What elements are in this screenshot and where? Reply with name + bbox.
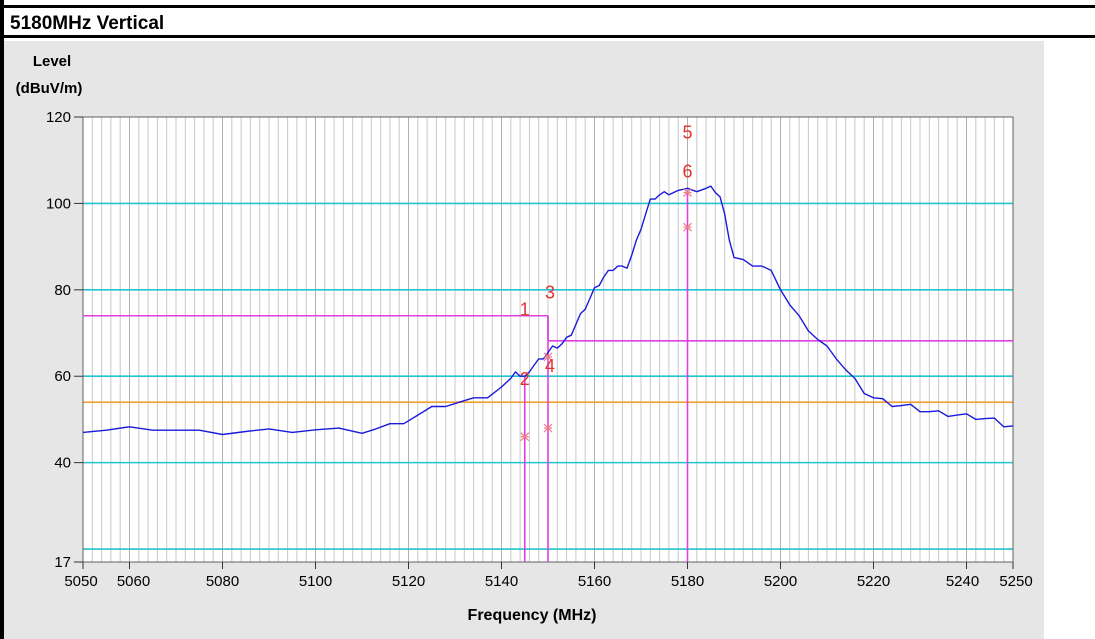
y-tick-label: 120 bbox=[46, 109, 71, 126]
x-axis-label: Frequency (MHz) bbox=[468, 607, 597, 624]
marker-label: 1 bbox=[520, 300, 530, 320]
x-tick-label: 5050 bbox=[64, 573, 97, 590]
x-tick-label: 5180 bbox=[671, 573, 704, 590]
measurement-star-point bbox=[543, 352, 553, 362]
x-tick-label: 5140 bbox=[485, 573, 518, 590]
y-axis-label-line2: (dBuV/m) bbox=[16, 80, 83, 97]
x-tick-label: 5120 bbox=[392, 573, 425, 590]
marker-label: 6 bbox=[682, 161, 692, 181]
measurement-star-point bbox=[683, 188, 692, 198]
marker-label: 5 bbox=[682, 123, 692, 143]
x-tick-label: 5060 bbox=[117, 573, 150, 590]
measurement-star-point bbox=[520, 432, 530, 442]
x-tick-label: 5080 bbox=[206, 573, 239, 590]
chart-title: 5180MHz Vertical bbox=[10, 13, 165, 34]
chart-title-bar: 5180MHz Vertical bbox=[4, 8, 1095, 38]
y-tick-label: 60 bbox=[54, 368, 71, 385]
x-tick-label: 5200 bbox=[764, 573, 797, 590]
y-tick-label: 40 bbox=[54, 455, 71, 472]
top-border bbox=[0, 5, 1095, 8]
marker-label: 2 bbox=[520, 369, 530, 389]
marker-label: 3 bbox=[545, 282, 555, 302]
measurement-star-point bbox=[683, 222, 692, 232]
measurement-star-point bbox=[543, 423, 553, 433]
y-tick-label: 100 bbox=[46, 195, 71, 212]
marker-label: 4 bbox=[545, 356, 555, 376]
y-tick-label: 17 bbox=[54, 554, 71, 571]
x-tick-label: 5100 bbox=[299, 573, 332, 590]
x-tick-label: 5160 bbox=[578, 573, 611, 590]
y-tick-label: 80 bbox=[54, 282, 71, 299]
x-tick-label: 5240 bbox=[946, 573, 979, 590]
x-tick-label: 5250 bbox=[999, 573, 1032, 590]
y-axis-label-line1: Level bbox=[33, 53, 71, 70]
x-tick-label: 5220 bbox=[857, 573, 890, 590]
spectrum-trace bbox=[82, 185, 1014, 436]
